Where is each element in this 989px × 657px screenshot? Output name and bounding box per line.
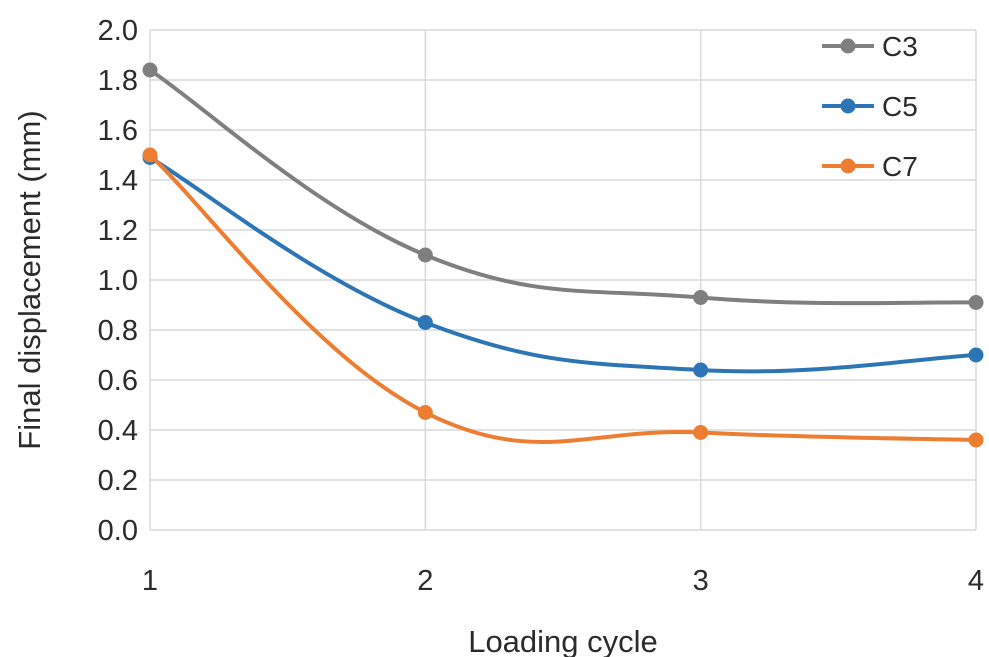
y-tick-label: 0.6 [98, 365, 138, 397]
legend-marker [840, 38, 856, 54]
y-tick-label: 0.2 [98, 465, 138, 497]
series-line [148, 68, 978, 306]
legend-item-c7: C7 [822, 151, 918, 182]
y-tick-label: 2.0 [98, 15, 138, 47]
data-point [968, 347, 984, 363]
y-tick-label: 1.0 [98, 265, 138, 297]
data-point [142, 62, 158, 78]
data-point [142, 147, 158, 163]
series-c3 [142, 62, 984, 310]
legend: C3 C5 C7 [822, 31, 918, 182]
y-tick-label: 1.4 [98, 165, 138, 197]
data-point [968, 432, 984, 448]
series-c7 [142, 147, 984, 448]
data-point [417, 315, 433, 330]
data-point [693, 290, 709, 305]
y-tick-label: 0.4 [98, 415, 138, 447]
x-tick-label: 4 [968, 565, 984, 597]
data-point [968, 295, 984, 310]
data-point [417, 247, 433, 263]
y-tick-label: 0.8 [98, 315, 138, 347]
y-tick-label: 1.8 [98, 65, 138, 97]
y-tick-label: 1.2 [98, 215, 138, 247]
legend-label: C7 [882, 151, 918, 182]
data-point [417, 405, 433, 420]
y-tick-label: 0.0 [98, 515, 138, 547]
legend-label: C5 [882, 91, 918, 122]
y-tick-label: 1.6 [98, 115, 138, 147]
x-tick-label: 3 [693, 565, 709, 597]
legend-marker [840, 98, 856, 114]
legend-item-c3: C3 [822, 31, 918, 62]
legend-item-c5: C5 [822, 91, 918, 122]
series-c5 [142, 150, 984, 378]
x-tick-label: 2 [417, 565, 433, 597]
series-line [148, 153, 978, 444]
legend-marker [840, 158, 856, 174]
series-line [148, 155, 978, 374]
legend-label: C3 [882, 31, 918, 62]
x-tick-label: 1 [142, 565, 158, 597]
series-layer [142, 62, 984, 448]
grid [149, 29, 977, 531]
data-point [693, 362, 709, 378]
data-point [693, 425, 709, 440]
axes: 0.0 0.2 0.4 0.6 0.8 1.0 1.2 1.4 1.6 1.8 2.0 1 2 3 4 [98, 15, 984, 597]
y-axis-title: Final displacement (mm) [12, 110, 47, 449]
x-axis-title: Loading cycle [468, 624, 658, 657]
